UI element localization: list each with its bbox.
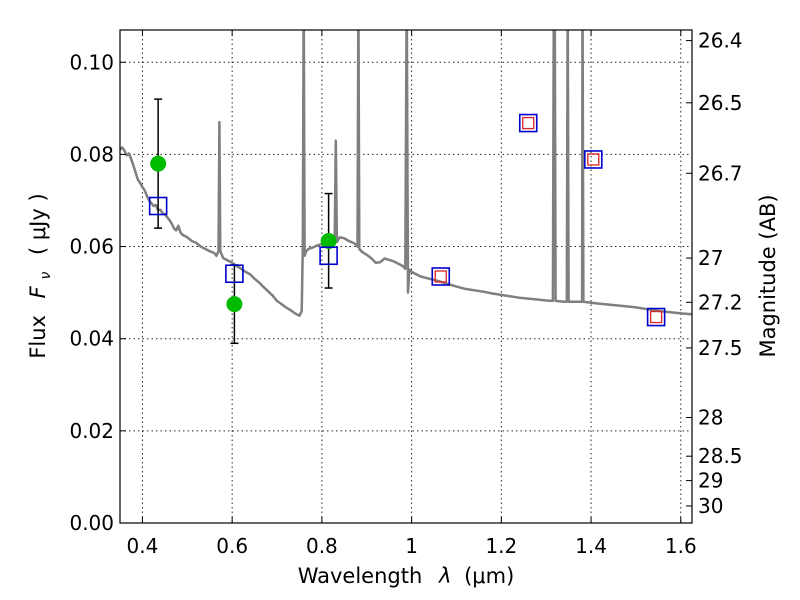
y-tick-label: 0.08 [69,142,114,166]
x-axis-label: Wavelength λ (μm) [298,564,515,588]
model-blue-square [148,196,168,216]
plot-area [120,30,692,345]
model-blue-square [431,267,451,286]
x-axis-label-unit: (μm) [464,564,514,588]
observed-point [226,296,243,313]
model-photometry-blue [148,113,666,327]
axis-ticks [120,30,692,524]
y-axis-label-unit: ( μJy ) [26,193,50,255]
x-tick-label: 1.2 [485,534,517,558]
model-blue-square [319,246,338,266]
x-tick-label: 1.6 [665,534,697,558]
x-tick-label: 1.4 [575,534,607,558]
model-red-square [587,153,600,166]
y-axis-label-sub: ν [38,272,54,280]
y-tick-label: 0.00 [69,511,114,535]
model-spectrum-line [120,30,692,317]
y-axis-label-symbol: F [26,285,50,298]
model-blue-square [584,150,603,169]
observed-point [320,233,337,250]
y2-tick-label: 28 [698,405,723,429]
model-red-square [649,310,663,324]
observed-point [150,155,167,172]
y-tick-labels: 0.00 0.02 0.04 0.06 0.08 0.10 [69,50,114,535]
y-axis-label-prefix: Flux [26,315,50,359]
x-axis-label-symbol: λ [438,564,451,588]
y2-tick-label: 28.5 [698,444,743,468]
y2-axis-label: Magnitude (AB) [756,194,780,357]
y2-tick-label: 27.5 [698,336,743,360]
x-tick-label: 0.8 [306,534,338,558]
y-tick-label: 0.04 [69,327,114,351]
y2-tick-label: 26.7 [698,161,743,185]
x-axis-label-main: Wavelength [298,564,423,588]
y2-tick-label: 29 [698,469,723,493]
plot-frame [119,29,693,524]
model-blue-square [518,113,538,133]
y-tick-label: 0.02 [69,419,114,443]
x-tick-label: 1 [405,534,418,558]
model-photometry-red [434,116,663,324]
y2-tick-label: 27.2 [698,290,743,314]
x-tick-labels: 0.4 0.6 0.8 1 1.2 1.4 1.6 [127,534,697,558]
model-red-square [434,270,447,283]
observed-points [150,98,337,345]
y-tick-label: 0.10 [69,50,114,74]
model-blue-square [225,264,244,284]
y-tick-label: 0.06 [69,235,114,259]
grid-lines [120,30,692,524]
y-axis-label: Flux F ν ( μJy ) [26,193,55,358]
model-red-square [522,116,535,130]
y2-tick-label: 26.4 [698,29,743,53]
y2-tick-label: 26.5 [698,91,743,115]
model-blue-square [646,307,666,327]
y2-tick-label: 27 [698,246,723,270]
x-tick-label: 0.4 [127,534,159,558]
y2-tick-label: 30 [698,494,723,518]
x-tick-label: 0.6 [216,534,248,558]
